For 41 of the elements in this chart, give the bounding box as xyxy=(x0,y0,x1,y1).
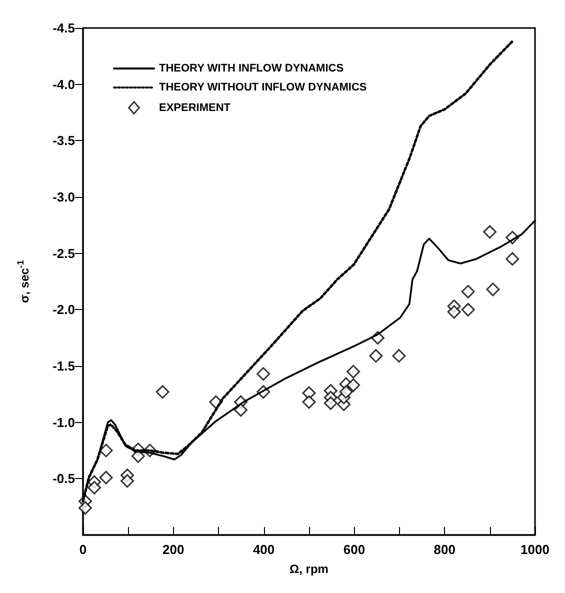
y-tick-label: -4.0 xyxy=(52,76,75,92)
point xyxy=(156,385,170,399)
point xyxy=(486,282,500,296)
point xyxy=(346,364,360,378)
x-tick-label: 1000 xyxy=(520,542,550,557)
point xyxy=(369,349,383,363)
y-axis-title: σ, sec-1 xyxy=(16,260,32,303)
point xyxy=(234,403,248,417)
x-tick-label: 800 xyxy=(434,542,456,557)
y-tick-label: -3.0 xyxy=(52,190,75,204)
legend-label: THEORY WITH INFLOW DYNAMICS xyxy=(159,62,344,74)
point xyxy=(324,396,338,410)
point xyxy=(339,385,353,399)
y-tick-label: -1.0 xyxy=(52,414,75,430)
point xyxy=(99,470,113,484)
y-tick-label: -3.5 xyxy=(52,133,75,148)
point xyxy=(99,444,113,458)
x-tick-label: 200 xyxy=(162,542,184,557)
y-tick-label: -2.5 xyxy=(52,246,75,261)
y-tick-label: -1.5 xyxy=(52,358,75,374)
point xyxy=(447,305,461,319)
y-tick-label: -4.5 xyxy=(52,20,75,36)
point xyxy=(483,225,497,239)
y-tick-label: -2.0 xyxy=(52,302,75,318)
point xyxy=(506,252,520,266)
x-tick-label: 600 xyxy=(343,542,366,557)
point xyxy=(88,480,102,494)
point xyxy=(120,474,134,488)
point xyxy=(346,378,360,392)
point xyxy=(78,501,92,515)
x-axis-title: Ω, rpm xyxy=(290,562,328,576)
legend-label: EXPERIMENT xyxy=(159,102,231,114)
point xyxy=(461,284,475,298)
point xyxy=(392,349,406,363)
x-tick-label: 0 xyxy=(79,542,87,557)
y-tick-label: -0.5 xyxy=(52,471,75,486)
point xyxy=(256,367,270,381)
x-tick-label: 400 xyxy=(252,542,275,557)
point xyxy=(461,302,475,316)
legend-label: THEORY WITHOUT INFLOW DYNAMICS xyxy=(159,82,367,94)
point xyxy=(302,395,316,409)
